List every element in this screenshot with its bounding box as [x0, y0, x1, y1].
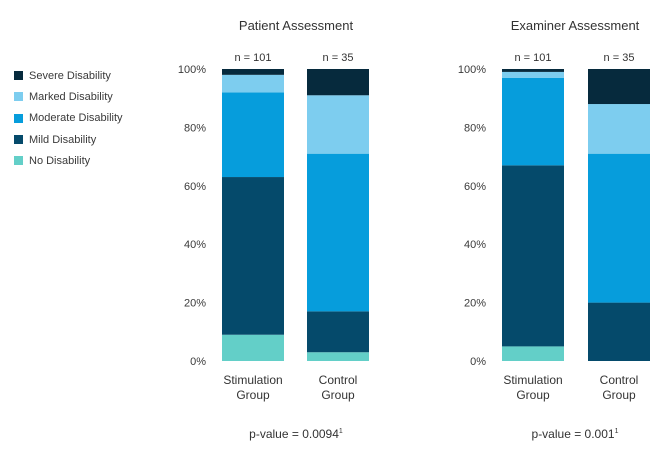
legend-label: Severe Disability: [29, 69, 111, 82]
y-tick-label: 0%: [190, 356, 206, 368]
legend-swatch: [14, 156, 23, 166]
legend-item-no-disability: No Disability: [14, 150, 123, 171]
legend-item-moderate-disability: Moderate Disability: [14, 108, 123, 129]
p-value: p-value = 0.00941: [249, 427, 343, 441]
bar-segment-mild-disability: [307, 311, 369, 353]
y-tick-label: 80%: [184, 122, 206, 134]
y-axis-ticks: 0% 20% 40% 60% 80% 100%: [178, 64, 206, 368]
legend-item-severe-disability: Severe Disability: [14, 65, 123, 86]
legend-item-marked-disability: Marked Disability: [14, 86, 123, 107]
bar-segment-moderate-disability: [588, 153, 650, 303]
category-label-line2: Group: [602, 388, 636, 402]
bar-segment-marked-disability: [222, 74, 284, 93]
y-tick-label: 100%: [178, 64, 206, 76]
y-tick-label: 20%: [184, 298, 206, 310]
category-label-line1: Stimulation: [503, 373, 562, 387]
bar-control: [307, 69, 369, 361]
bar-segment-no-disability: [502, 346, 564, 361]
panel-title: Examiner Assessment: [511, 18, 640, 33]
category-label-line1: Control: [600, 373, 639, 387]
legend-label: Moderate Disability: [29, 112, 123, 125]
category-label-line1: Control: [319, 373, 358, 387]
bar-segment-severe-disability: [588, 69, 650, 105]
bar-segment-mild-disability: [222, 177, 284, 335]
legend-label: Marked Disability: [29, 90, 113, 103]
panel-examiner-assessment: Examiner Assessment 0% 20% 40% 60% 80% 100% n =…: [458, 18, 650, 441]
bar-segment-marked-disability: [502, 71, 564, 78]
legend-label: Mild Disability: [29, 133, 97, 146]
bar-segment-severe-disability: [502, 69, 564, 72]
panel-title: Patient Assessment: [239, 18, 354, 33]
y-tick-label: 100%: [458, 64, 486, 76]
legend-swatch: [14, 135, 23, 145]
bar-segment-no-disability: [307, 352, 369, 361]
bar-segment-no-disability: [222, 334, 284, 361]
p-value-footnote: 1: [339, 428, 343, 435]
bar-control: [588, 69, 650, 361]
legend-swatch: [14, 113, 23, 123]
bar-segment-mild-disability: [502, 165, 564, 347]
bar-segment-severe-disability: [222, 69, 284, 75]
bar-segment-moderate-disability: [222, 92, 284, 178]
bar-segment-marked-disability: [588, 104, 650, 154]
legend-label: No Disability: [29, 154, 91, 167]
category-label-line2: Group: [321, 388, 355, 402]
n-label: n = 101: [234, 52, 271, 64]
bar-stimulation: [222, 69, 284, 361]
legend-swatch: [14, 71, 23, 81]
category-label-line2: Group: [516, 388, 550, 402]
n-label: n = 101: [514, 52, 551, 64]
category-label-line1: Stimulation: [223, 373, 282, 387]
p-value: p-value = 0.0011: [532, 427, 619, 441]
n-label: n = 35: [323, 52, 354, 64]
bar-segment-severe-disability: [307, 69, 369, 96]
p-value-footnote: 1: [615, 428, 619, 435]
y-tick-label: 80%: [464, 122, 486, 134]
legend: Severe Disability Marked Disability Modera…: [14, 65, 123, 171]
legend-swatch: [14, 92, 23, 102]
category-label-line2: Group: [236, 388, 270, 402]
n-label: n = 35: [604, 52, 635, 64]
panel-patient-assessment: Patient Assessment 0% 20% 40% 60% 80% 100% n = …: [178, 18, 369, 441]
y-axis-ticks: 0% 20% 40% 60% 80% 100%: [458, 64, 486, 368]
y-tick-label: 60%: [184, 181, 206, 193]
y-tick-label: 0%: [470, 356, 486, 368]
bar-segment-moderate-disability: [307, 153, 369, 312]
bar-segment-mild-disability: [588, 302, 650, 361]
legend-item-mild-disability: Mild Disability: [14, 129, 123, 150]
y-tick-label: 40%: [464, 239, 486, 251]
y-tick-label: 40%: [184, 239, 206, 251]
y-tick-label: 20%: [464, 298, 486, 310]
y-tick-label: 60%: [464, 181, 486, 193]
bar-segment-marked-disability: [307, 95, 369, 154]
bar-stimulation: [502, 69, 564, 361]
bar-segment-moderate-disability: [502, 77, 564, 166]
